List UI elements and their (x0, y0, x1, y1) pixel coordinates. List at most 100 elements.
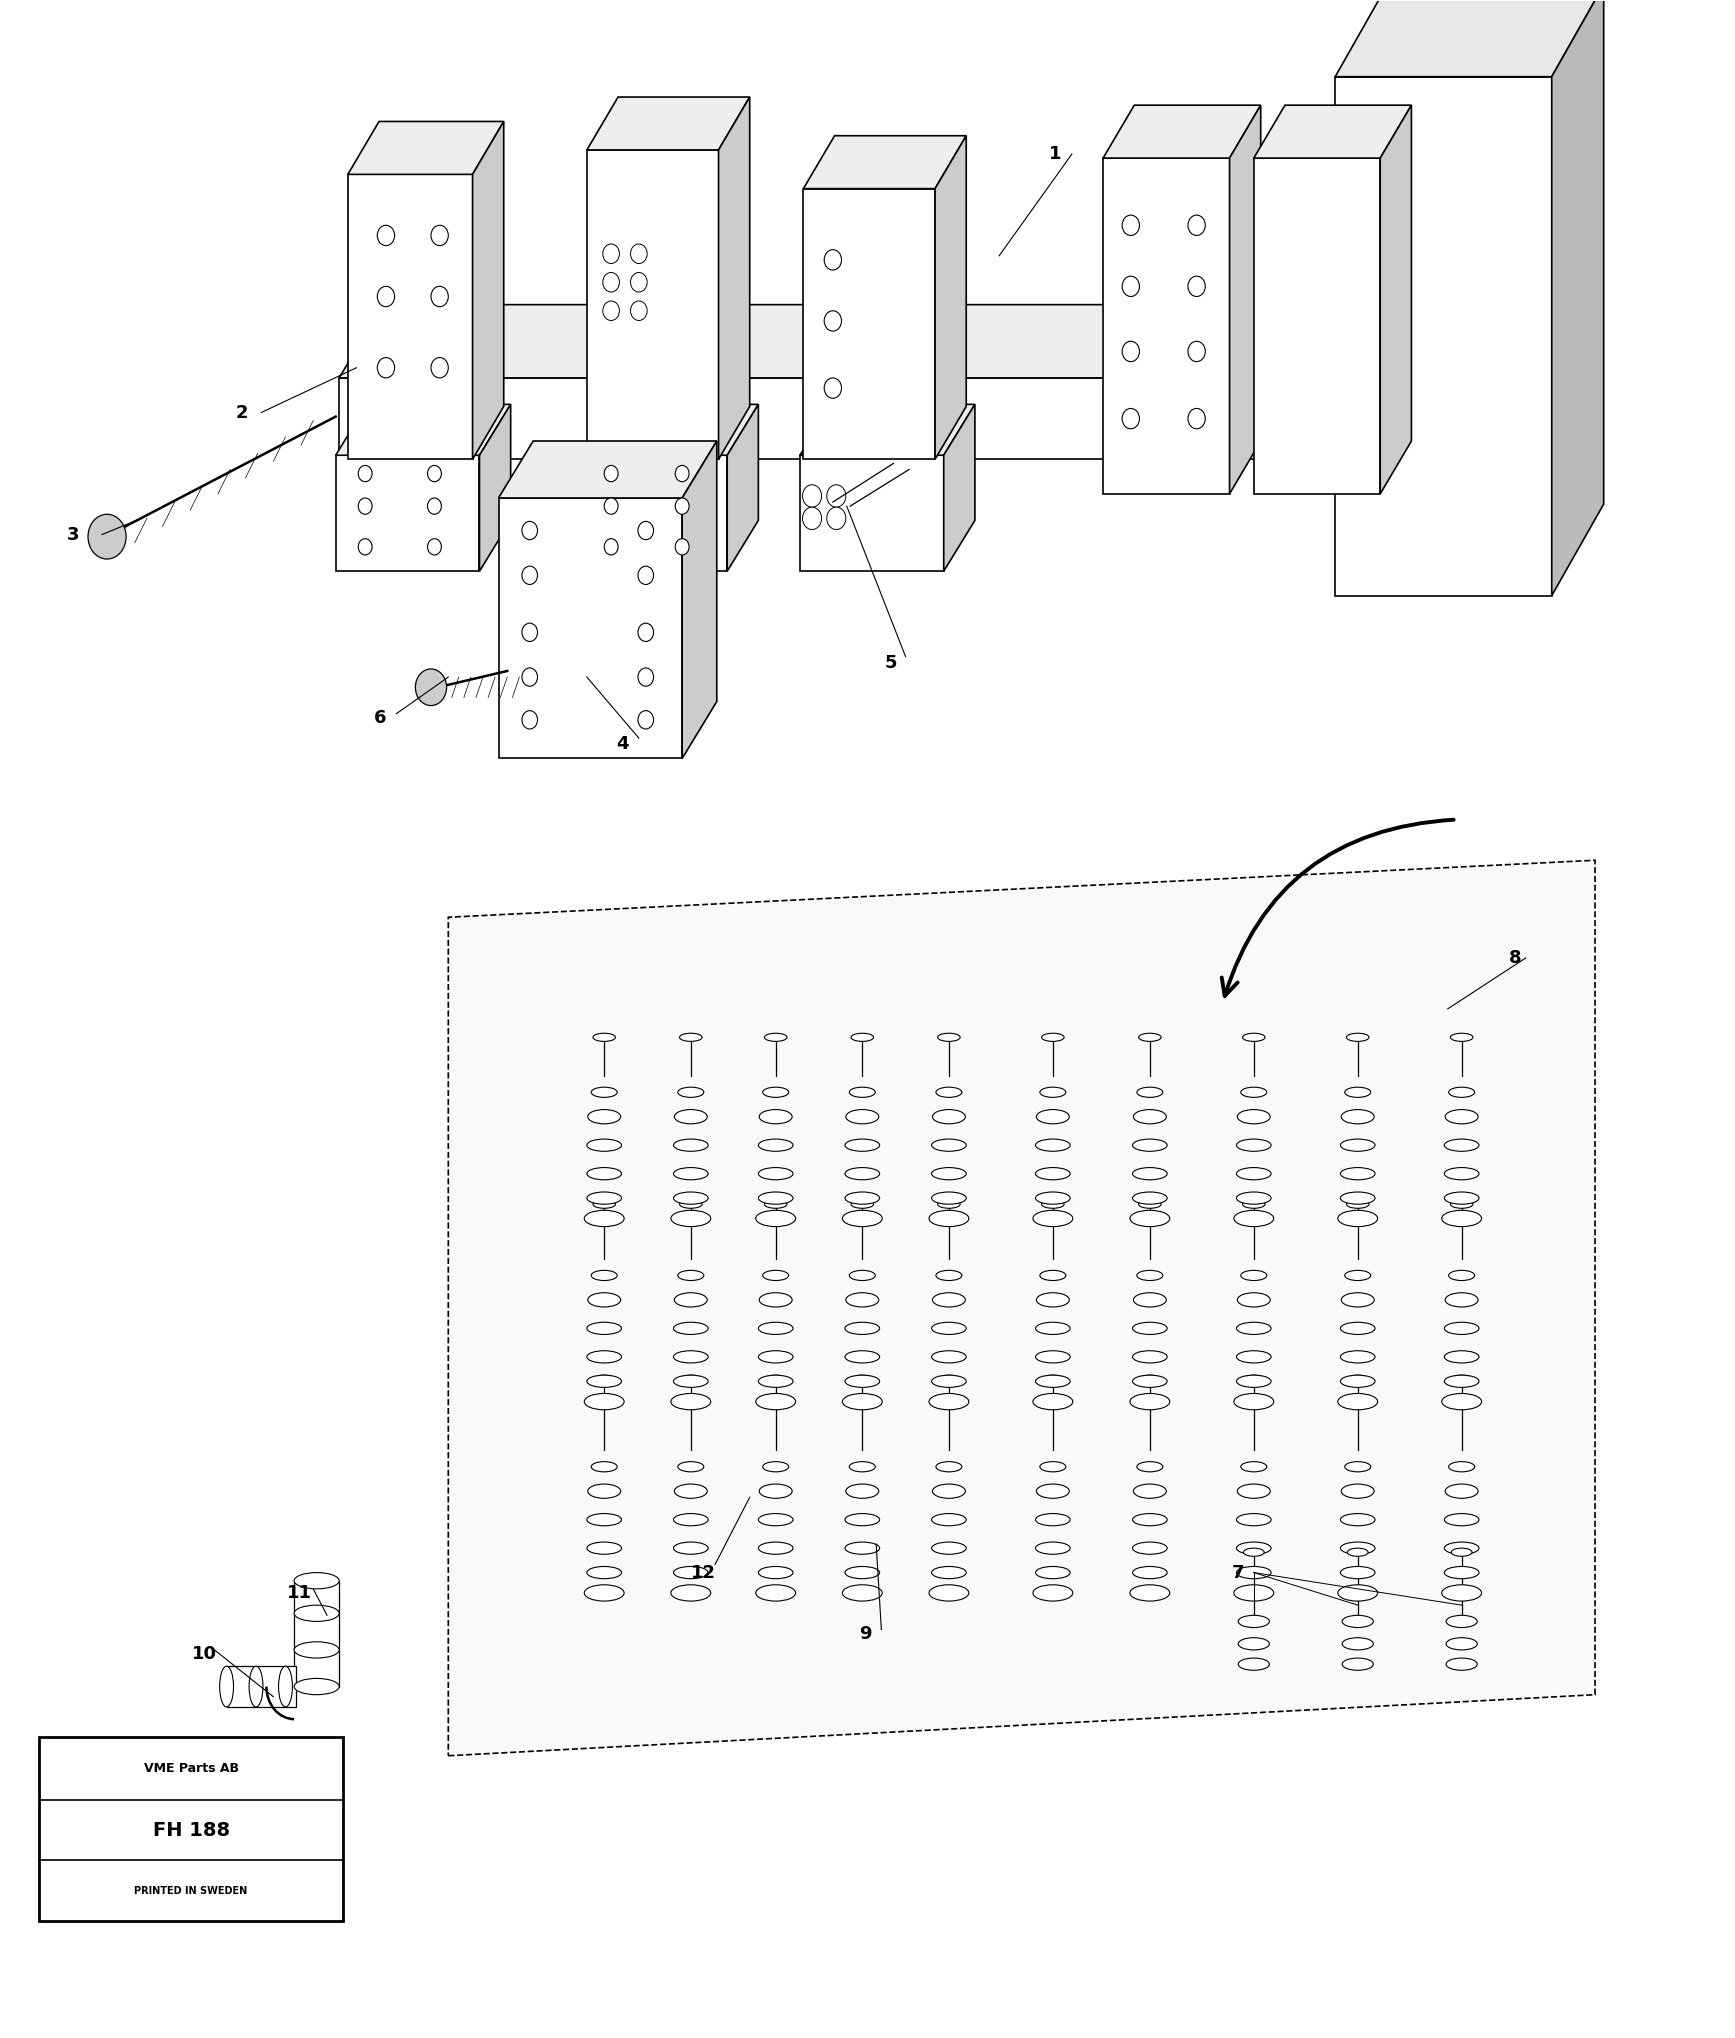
Ellipse shape (935, 1086, 961, 1096)
Circle shape (824, 251, 841, 271)
Ellipse shape (1442, 1586, 1482, 1602)
Ellipse shape (586, 1323, 621, 1335)
Polygon shape (1254, 106, 1411, 159)
Ellipse shape (1039, 1461, 1065, 1471)
Text: 2: 2 (236, 404, 248, 422)
Ellipse shape (1133, 1292, 1166, 1306)
Ellipse shape (1133, 1543, 1168, 1555)
Ellipse shape (763, 1461, 789, 1471)
Ellipse shape (1036, 1567, 1070, 1579)
Ellipse shape (756, 1586, 796, 1602)
Polygon shape (1103, 106, 1261, 159)
Ellipse shape (1244, 1549, 1265, 1557)
Ellipse shape (586, 1514, 621, 1526)
Ellipse shape (673, 1323, 708, 1335)
Circle shape (824, 377, 841, 397)
Ellipse shape (932, 1192, 966, 1204)
Ellipse shape (1036, 1139, 1070, 1151)
Ellipse shape (1138, 1033, 1161, 1041)
Circle shape (522, 624, 538, 642)
Circle shape (522, 567, 538, 585)
Ellipse shape (758, 1514, 793, 1526)
Ellipse shape (845, 1192, 880, 1204)
Ellipse shape (763, 1086, 789, 1096)
Polygon shape (338, 304, 1438, 377)
Ellipse shape (1036, 1376, 1070, 1388)
Ellipse shape (763, 1270, 789, 1280)
Ellipse shape (680, 1200, 703, 1209)
Ellipse shape (1341, 1543, 1376, 1555)
Ellipse shape (1341, 1376, 1376, 1388)
Ellipse shape (758, 1192, 793, 1204)
Ellipse shape (1450, 1549, 1471, 1557)
Ellipse shape (588, 1484, 621, 1498)
Ellipse shape (1039, 1270, 1065, 1280)
Ellipse shape (1346, 1200, 1369, 1209)
Ellipse shape (758, 1376, 793, 1388)
Ellipse shape (592, 1461, 618, 1471)
Ellipse shape (1239, 1659, 1270, 1671)
Ellipse shape (1445, 1109, 1478, 1123)
Circle shape (427, 465, 441, 481)
Ellipse shape (758, 1351, 793, 1363)
Ellipse shape (1341, 1139, 1376, 1151)
Ellipse shape (845, 1567, 880, 1579)
Ellipse shape (1138, 1200, 1161, 1209)
Circle shape (630, 302, 647, 320)
Ellipse shape (845, 1168, 880, 1180)
Polygon shape (335, 404, 510, 454)
Text: 11: 11 (288, 1584, 312, 1602)
Ellipse shape (673, 1192, 708, 1204)
Ellipse shape (1234, 1211, 1273, 1227)
Ellipse shape (932, 1292, 965, 1306)
Ellipse shape (852, 1033, 873, 1041)
Circle shape (604, 497, 618, 514)
Ellipse shape (1237, 1109, 1270, 1123)
Ellipse shape (220, 1667, 234, 1708)
Text: 10: 10 (193, 1645, 217, 1663)
Ellipse shape (1036, 1484, 1069, 1498)
Ellipse shape (1346, 1376, 1369, 1384)
Ellipse shape (932, 1376, 966, 1388)
Ellipse shape (1133, 1139, 1168, 1151)
Ellipse shape (1341, 1292, 1374, 1306)
Ellipse shape (295, 1573, 338, 1590)
Ellipse shape (1237, 1514, 1272, 1526)
Ellipse shape (1239, 1616, 1270, 1628)
Ellipse shape (932, 1351, 966, 1363)
Ellipse shape (1129, 1586, 1169, 1602)
Ellipse shape (1039, 1086, 1065, 1096)
Ellipse shape (671, 1586, 711, 1602)
Ellipse shape (1041, 1200, 1064, 1209)
Text: 5: 5 (885, 654, 897, 673)
Ellipse shape (928, 1211, 968, 1227)
Text: 12: 12 (691, 1563, 717, 1581)
Ellipse shape (1133, 1351, 1168, 1363)
Ellipse shape (1241, 1461, 1267, 1471)
Ellipse shape (1237, 1292, 1270, 1306)
Circle shape (415, 668, 446, 705)
Ellipse shape (1241, 1086, 1267, 1096)
Polygon shape (583, 454, 727, 571)
Ellipse shape (1444, 1192, 1478, 1204)
Polygon shape (1230, 106, 1261, 493)
Polygon shape (1551, 0, 1603, 595)
Ellipse shape (1133, 1376, 1168, 1388)
Polygon shape (472, 122, 503, 459)
Ellipse shape (593, 1033, 616, 1041)
Ellipse shape (1237, 1323, 1272, 1335)
Ellipse shape (1133, 1168, 1168, 1180)
Ellipse shape (1445, 1484, 1478, 1498)
Ellipse shape (1237, 1567, 1272, 1579)
Ellipse shape (1234, 1394, 1273, 1410)
Ellipse shape (935, 1461, 961, 1471)
Polygon shape (338, 377, 1397, 459)
Ellipse shape (1036, 1168, 1070, 1180)
Circle shape (803, 485, 822, 507)
Ellipse shape (1242, 1033, 1265, 1041)
Ellipse shape (1036, 1109, 1069, 1123)
Ellipse shape (1036, 1351, 1070, 1363)
Ellipse shape (843, 1394, 881, 1410)
Ellipse shape (1341, 1109, 1374, 1123)
Ellipse shape (845, 1543, 880, 1555)
